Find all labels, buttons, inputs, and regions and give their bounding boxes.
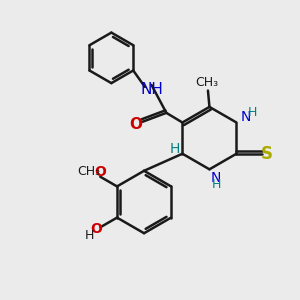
Text: O: O: [90, 222, 102, 236]
Text: H: H: [170, 142, 180, 156]
Text: CH₃: CH₃: [195, 76, 218, 89]
Text: H: H: [85, 229, 94, 242]
Text: N: N: [211, 171, 221, 185]
Text: NH: NH: [140, 82, 163, 97]
Text: O: O: [130, 117, 142, 132]
Text: H: H: [211, 178, 221, 191]
Text: CH₃: CH₃: [77, 165, 100, 178]
Text: S: S: [261, 145, 273, 163]
Text: N: N: [241, 110, 251, 124]
Text: O: O: [94, 165, 106, 179]
Text: H: H: [248, 106, 257, 119]
